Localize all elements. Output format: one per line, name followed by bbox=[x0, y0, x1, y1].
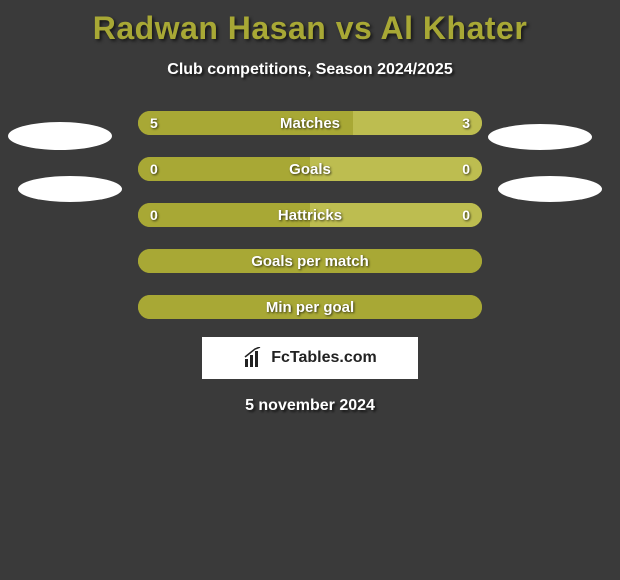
stat-bar: 00Hattricks bbox=[138, 203, 482, 227]
page-title: Radwan Hasan vs Al Khater bbox=[0, 0, 620, 47]
stat-bar-right bbox=[353, 111, 482, 135]
stat-bar-left bbox=[138, 295, 482, 319]
stat-bar-left bbox=[138, 249, 482, 273]
stat-bar-right bbox=[310, 157, 482, 181]
stat-bar-right bbox=[310, 203, 482, 227]
stat-bar-left bbox=[138, 203, 310, 227]
stat-bar: Goals per match bbox=[138, 249, 482, 273]
stat-bar: 53Matches bbox=[138, 111, 482, 135]
stat-bar-left bbox=[138, 111, 353, 135]
stat-bar: Min per goal bbox=[138, 295, 482, 319]
stat-row: Goals per match bbox=[0, 249, 620, 273]
logo-text: FcTables.com bbox=[271, 349, 377, 367]
page-subtitle: Club competitions, Season 2024/2025 bbox=[0, 61, 620, 79]
stat-row: 00Hattricks bbox=[0, 203, 620, 227]
stat-row: 53Matches bbox=[0, 111, 620, 135]
logo-chart-icon bbox=[243, 347, 265, 369]
stat-row: Min per goal bbox=[0, 295, 620, 319]
stat-bar: 00Goals bbox=[138, 157, 482, 181]
stat-bar-left bbox=[138, 157, 310, 181]
stat-row: 00Goals bbox=[0, 157, 620, 181]
logo-box: FcTables.com bbox=[202, 337, 418, 379]
footer-date: 5 november 2024 bbox=[0, 397, 620, 415]
